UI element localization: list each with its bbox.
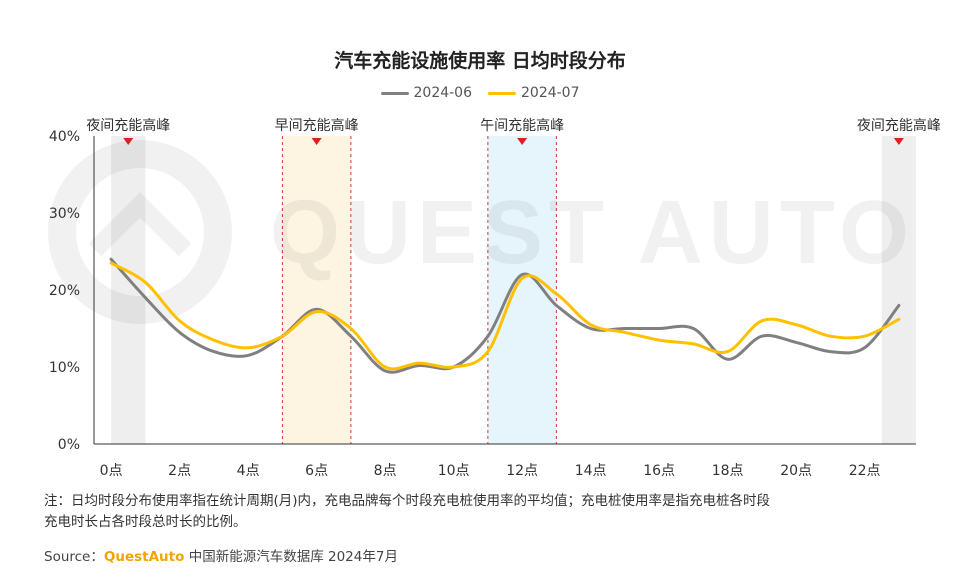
x-tick-label-6: 12点 xyxy=(506,463,538,479)
x-tick-label-9: 18点 xyxy=(712,463,744,479)
footnote-line-2: 充电时长占各时段总时长的比例。 xyxy=(44,514,247,530)
band-label-3: 夜间充能高峰 xyxy=(857,117,941,134)
x-tick-label-4: 8点 xyxy=(374,463,397,479)
x-tick-label-11: 22点 xyxy=(849,463,881,479)
x-tick-label-1: 2点 xyxy=(168,463,191,479)
x-tick-label-7: 14点 xyxy=(575,463,607,479)
x-tick-label-8: 16点 xyxy=(643,463,675,479)
watermark-logo-ring xyxy=(48,140,232,324)
legend-item-2024-06[interactable]: 2024-06 xyxy=(380,85,473,101)
source-line: Source：QuestAuto 中国新能源汽车数据库 2024年7月 xyxy=(44,545,398,565)
y-tick-label-0: 0% xyxy=(58,437,80,453)
x-tick-label-10: 20点 xyxy=(780,463,812,479)
x-tick-label-0: 0点 xyxy=(100,463,123,479)
legend-swatch-2024-07 xyxy=(488,91,516,95)
y-tick-label-4: 40% xyxy=(49,129,80,145)
x-tick-label-3: 6点 xyxy=(305,463,328,479)
chart-title: 汽车充能设施使用率 日均时段分布 xyxy=(334,50,626,72)
x-tick-label-5: 10点 xyxy=(438,463,470,479)
y-tick-label-3: 30% xyxy=(49,206,80,222)
footnote-line-1: 注：日均时段分布使用率指在统计周期(月)内，充电品牌每个时段充电桩使用率的平均值… xyxy=(44,493,771,509)
x-tick-label-2: 4点 xyxy=(237,463,260,479)
legend-label-2024-06: 2024-06 xyxy=(413,85,473,101)
y-tick-label-2: 20% xyxy=(49,283,80,299)
legend-swatch-2024-06 xyxy=(380,91,409,95)
band-marker-3 xyxy=(893,138,904,145)
source-prefix: Source： xyxy=(44,549,104,565)
band-label-2: 午间充能高峰 xyxy=(480,117,564,134)
watermark-logo-roof xyxy=(88,192,192,257)
y-tick-label-1: 10% xyxy=(49,360,80,376)
watermark: QUEST AUTO xyxy=(48,140,915,324)
highlight-band-1 xyxy=(282,136,351,444)
band-marker-1 xyxy=(311,138,322,145)
legend-item-2024-07[interactable]: 2024-07 xyxy=(488,85,580,101)
series-line-2024-07 xyxy=(109,261,901,371)
watermark-text: QUEST AUTO xyxy=(270,183,915,283)
band-label-0: 夜间充能高峰 xyxy=(86,117,170,134)
band-marker-2 xyxy=(517,138,528,145)
band-label-1: 早间充能高峰 xyxy=(275,117,359,134)
legend: 2024-06 2024-07 xyxy=(0,85,960,101)
series-lines xyxy=(109,257,901,374)
series-line-2024-06 xyxy=(109,257,901,374)
legend-label-2024-07: 2024-07 xyxy=(521,85,580,101)
axes: 0% 10% 20% 30% 40% 0点 2点 4点 6点 8点 10点 12点 14点 16点 18点 2… xyxy=(49,129,916,479)
band-marker-0 xyxy=(123,138,134,145)
highlight-band-3 xyxy=(881,136,916,444)
source-text: 中国新能源汽车数据库 2024年7月 xyxy=(188,549,398,565)
source-brand[interactable]: QuestAuto xyxy=(103,549,185,565)
